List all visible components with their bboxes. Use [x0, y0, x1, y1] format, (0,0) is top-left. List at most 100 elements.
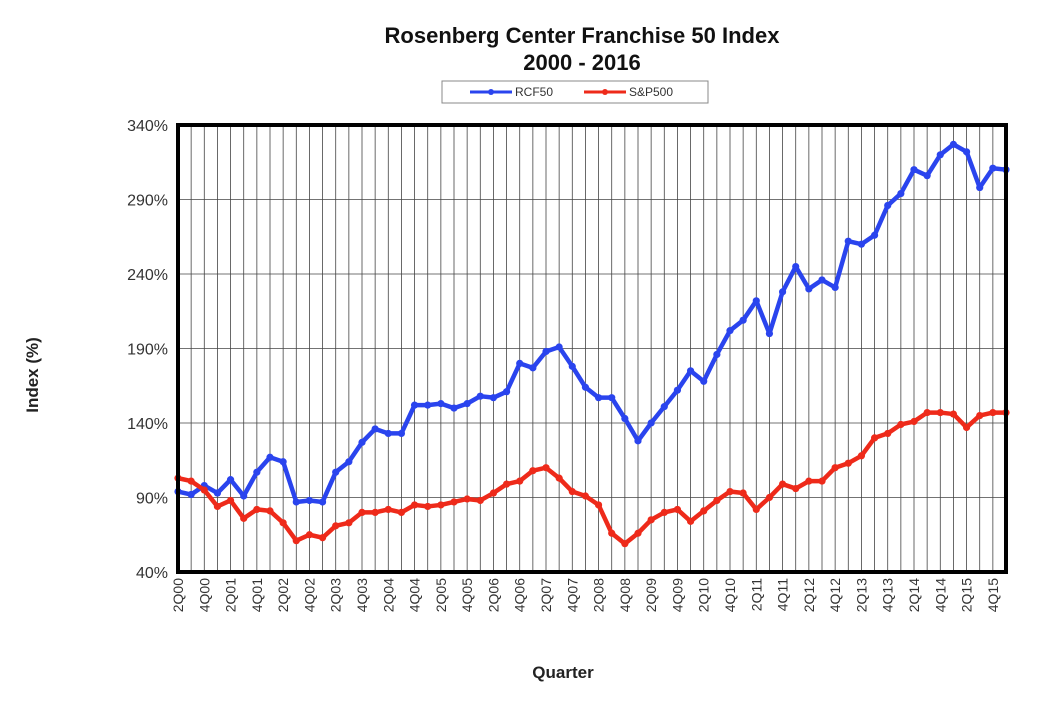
data-point-sp500 — [792, 484, 800, 493]
data-point-sp500 — [936, 408, 944, 417]
data-point-sp500 — [844, 459, 852, 467]
series-line-sp500 — [175, 410, 1009, 546]
data-point-rcf50 — [371, 425, 379, 433]
data-point-sp500 — [962, 423, 971, 432]
data-point-sp500 — [739, 489, 747, 497]
x-tick-label: 4Q02 — [301, 578, 317, 612]
data-point-rcf50 — [279, 458, 287, 466]
data-point-sp500 — [594, 501, 603, 509]
data-point-rcf50 — [345, 458, 353, 466]
x-tick-label: 2Q04 — [380, 578, 396, 612]
data-point-sp500 — [581, 492, 590, 500]
data-point-sp500 — [634, 529, 642, 537]
data-point-rcf50 — [700, 377, 708, 385]
data-point-sp500 — [976, 411, 984, 420]
data-point-sp500 — [673, 505, 682, 514]
plot-frame — [176, 123, 1008, 574]
data-point-sp500 — [805, 477, 813, 485]
data-point-sp500 — [345, 519, 353, 527]
data-point-rcf50 — [581, 383, 590, 391]
data-point-sp500 — [187, 477, 195, 485]
data-point-sp500 — [516, 477, 524, 485]
data-point-rcf50 — [424, 401, 432, 409]
x-tick-label: 2Q10 — [696, 578, 712, 612]
data-point-sp500 — [700, 507, 708, 515]
x-tick-label: 2Q15 — [959, 578, 975, 612]
legend-marker-rcf50 — [488, 89, 494, 95]
data-point-sp500 — [542, 464, 550, 472]
data-point-rcf50 — [266, 453, 274, 461]
data-point-rcf50 — [792, 262, 800, 271]
data-point-rcf50 — [910, 166, 918, 174]
x-tick-label: 2Q06 — [485, 578, 501, 612]
data-point-sp500 — [555, 474, 563, 482]
data-point-sp500 — [857, 452, 866, 460]
data-point-rcf50 — [332, 468, 340, 476]
x-tick-label: 4Q14 — [932, 578, 948, 612]
data-point-sp500 — [371, 508, 379, 516]
data-point-sp500 — [292, 537, 300, 545]
series-layer — [174, 140, 1010, 548]
data-point-rcf50 — [778, 288, 787, 296]
y-tick-label: 290% — [127, 193, 168, 210]
data-point-rcf50 — [450, 404, 458, 412]
x-tick-label: 4Q00 — [196, 578, 212, 612]
data-point-rcf50 — [542, 347, 550, 356]
legend: RCF50 S&P500 — [441, 80, 709, 104]
x-tick-label: 2Q13 — [853, 578, 869, 612]
x-tick-label: 4Q15 — [985, 578, 1001, 612]
data-point-sp500 — [410, 501, 419, 509]
x-tick-label: 4Q04 — [407, 578, 423, 612]
data-point-sp500 — [660, 508, 668, 516]
y-tick-label: 190% — [127, 342, 168, 359]
data-point-rcf50 — [870, 231, 879, 239]
series-line-rcf50 — [175, 142, 1009, 505]
data-point-rcf50 — [844, 237, 852, 245]
data-point-rcf50 — [936, 151, 944, 159]
data-point-sp500 — [424, 502, 432, 511]
x-tick-label: 2Q02 — [275, 578, 291, 612]
data-point-sp500 — [752, 505, 760, 514]
x-tick-label: 2Q08 — [591, 578, 607, 612]
legend-label-rcf50: RCF50 — [515, 85, 553, 99]
data-point-rcf50 — [686, 367, 695, 375]
x-tick-label: 4Q07 — [564, 578, 580, 612]
x-tick-label: 4Q09 — [669, 578, 685, 612]
x-tick-label: 4Q06 — [512, 578, 528, 612]
x-tick-label: 2Q03 — [328, 578, 344, 612]
data-point-rcf50 — [647, 419, 655, 427]
data-point-rcf50 — [529, 364, 537, 372]
data-point-rcf50 — [884, 201, 892, 210]
y-tick-label: 40% — [136, 565, 168, 582]
data-point-sp500 — [647, 516, 655, 524]
data-point-rcf50 — [739, 316, 747, 324]
data-point-sp500 — [437, 501, 445, 509]
data-point-rcf50 — [437, 400, 445, 408]
data-point-rcf50 — [831, 283, 839, 292]
data-point-rcf50 — [857, 240, 866, 248]
x-tick-label: 4Q12 — [827, 578, 843, 612]
data-point-sp500 — [831, 464, 839, 472]
data-point-rcf50 — [923, 172, 931, 180]
data-point-sp500 — [897, 420, 905, 429]
data-point-sp500 — [253, 505, 261, 514]
data-point-sp500 — [726, 487, 734, 496]
data-point-rcf50 — [476, 392, 484, 400]
data-point-sp500 — [397, 508, 406, 516]
data-point-sp500 — [213, 502, 222, 511]
data-point-rcf50 — [989, 164, 997, 172]
x-tick-label: 4Q01 — [249, 578, 265, 612]
legend-label-sp500: S&P500 — [629, 85, 673, 99]
data-point-rcf50 — [594, 394, 603, 402]
data-point-sp500 — [608, 529, 616, 537]
data-point-sp500 — [686, 517, 695, 525]
y-tick-label: 340% — [127, 118, 168, 135]
data-point-sp500 — [489, 489, 498, 497]
x-tick-label: 4Q13 — [880, 578, 896, 612]
x-tick-label: 2Q12 — [801, 578, 817, 612]
data-point-sp500 — [279, 519, 287, 527]
data-point-rcf50 — [621, 414, 629, 423]
data-point-sp500 — [226, 496, 235, 505]
chart-subtitle: 2000 - 2016 — [523, 50, 640, 75]
data-point-rcf50 — [805, 285, 813, 293]
